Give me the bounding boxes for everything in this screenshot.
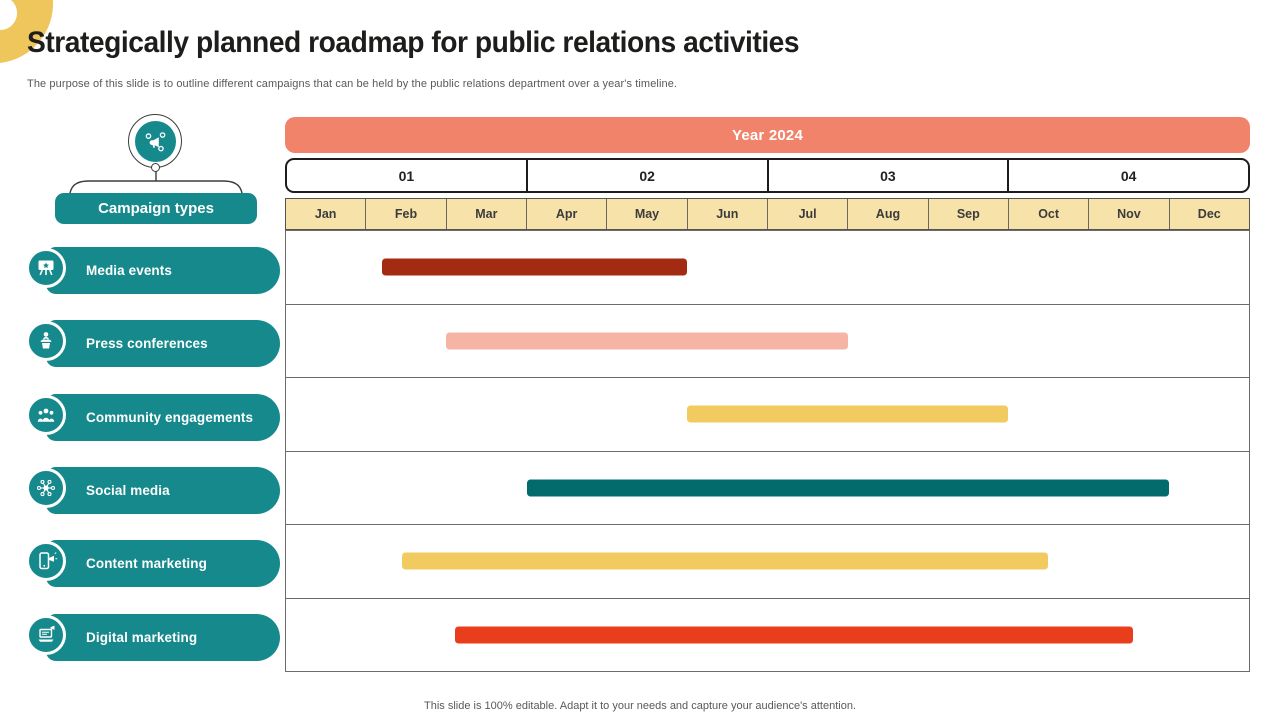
quarter-cell: 03 — [769, 160, 1010, 191]
month-cell: Feb — [366, 199, 447, 229]
month-cell: Jun — [688, 199, 768, 229]
campaign-types-badge — [128, 114, 182, 168]
campaign-type-label: Community engagements — [86, 410, 254, 425]
press-conferences-icon — [26, 321, 66, 361]
campaign-type-item: Media events — [26, 247, 280, 294]
campaign-megaphone-icon — [134, 120, 176, 162]
gantt-row — [286, 525, 1249, 599]
campaign-type-item: Digital marketing — [26, 614, 280, 661]
quarter-cell: 01 — [287, 160, 528, 191]
month-row: Jan Feb Mar Apr May Jun Jul Aug Sep Oct … — [285, 198, 1250, 230]
page-subtitle: The purpose of this slide is to outline … — [27, 78, 678, 90]
gantt-bar — [687, 405, 1009, 423]
month-cell: Nov — [1089, 199, 1170, 229]
connector-brace — [68, 171, 244, 203]
gantt-bar — [402, 552, 1049, 570]
month-cell: Jan — [286, 199, 367, 229]
corner-accent-arc — [0, 0, 54, 63]
campaign-type-label: Social media — [86, 483, 170, 498]
content-marketing-icon — [26, 541, 66, 581]
quarter-row: 01 02 03 04 — [285, 158, 1250, 193]
year-header: Year 2024 — [285, 117, 1250, 153]
footer-note: This slide is 100% editable. Adapt it to… — [424, 700, 856, 712]
gantt-row — [286, 305, 1249, 378]
community-engagements-icon — [26, 395, 66, 435]
quarter-cell: 02 — [528, 160, 769, 191]
month-cell: Apr — [527, 199, 608, 229]
quarter-cell: 04 — [1120, 167, 1137, 184]
month-cell: Dec — [1197, 207, 1221, 221]
month-cell: Jul — [768, 199, 849, 229]
campaign-type-label: Content marketing — [86, 556, 207, 571]
page-title: Strategically planned roadmap for public… — [27, 26, 800, 59]
campaign-type-label: Digital marketing — [86, 630, 198, 645]
social-media-icon — [26, 468, 66, 508]
digital-marketing-icon — [26, 615, 66, 655]
gantt-row — [286, 378, 1249, 452]
campaign-types-header: Campaign types — [55, 193, 257, 224]
gantt-row — [286, 231, 1249, 305]
campaign-type-label: Press conferences — [86, 336, 208, 351]
campaign-type-label: Media events — [86, 263, 172, 278]
month-cell: Mar — [447, 199, 527, 229]
gantt-bar — [526, 479, 1169, 497]
gantt-row — [286, 452, 1249, 525]
campaign-type-item: Social media — [26, 467, 280, 514]
gantt-bar — [446, 332, 848, 350]
gantt-bar — [454, 626, 1133, 644]
campaign-type-item: Content marketing — [26, 540, 280, 587]
month-cell: Oct — [1009, 199, 1090, 229]
media-events-icon — [26, 248, 66, 288]
campaign-type-item: Community engagements — [26, 394, 280, 441]
month-cell: Aug — [848, 199, 929, 229]
month-cell: Sep — [929, 199, 1009, 229]
gantt-row — [286, 599, 1249, 672]
campaign-type-item: Press conferences — [26, 320, 280, 367]
month-cell: May — [607, 199, 688, 229]
gantt-bar — [382, 258, 688, 276]
gantt-grid — [285, 230, 1250, 672]
